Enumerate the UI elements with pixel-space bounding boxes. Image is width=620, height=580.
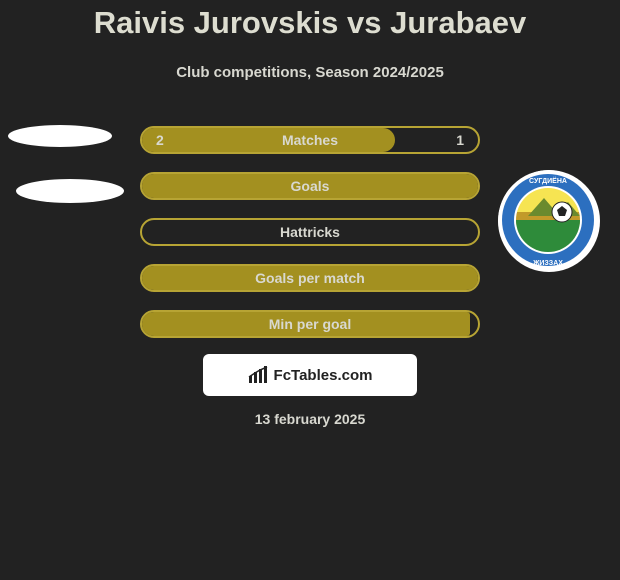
site-badge: FcTables.com [203,354,417,396]
left-player-badge-1 [8,125,112,147]
bar-chart-icon [248,366,270,384]
svg-text:СУГДИЁНА: СУГДИЁНА [529,177,567,185]
stat-label: Goals [291,178,330,194]
stat-label: Goals per match [255,270,365,286]
stat-row: Goals per match [140,264,480,292]
stat-value-left: 2 [156,132,164,148]
club-crest-icon: СУГДИЁНА ЖИЗЗАХ [498,170,598,270]
site-badge-text: FcTables.com [274,367,373,384]
stat-label: Matches [282,132,338,148]
stat-row: Matches 2 1 [140,126,480,154]
stat-fill [142,128,395,152]
stat-label: Hattricks [280,224,340,240]
stat-row: Min per goal [140,310,480,338]
svg-text:ЖИЗЗАХ: ЖИЗЗАХ [532,260,563,267]
stat-value-right: 1 [456,132,464,148]
left-player-badge-2 [16,179,124,203]
stat-label: Min per goal [269,316,351,332]
page-title: Raivis Jurovskis vs Jurabaev [0,5,620,41]
right-player-club-logo: СУГДИЁНА ЖИЗЗАХ [498,170,600,272]
comparison-card: Raivis Jurovskis vs Jurabaev Club compet… [0,0,620,580]
page-subtitle: Club competitions, Season 2024/2025 [0,64,620,81]
footer-date: 13 february 2025 [0,411,620,427]
stat-row: Goals [140,172,480,200]
stat-row: Hattricks [140,218,480,246]
